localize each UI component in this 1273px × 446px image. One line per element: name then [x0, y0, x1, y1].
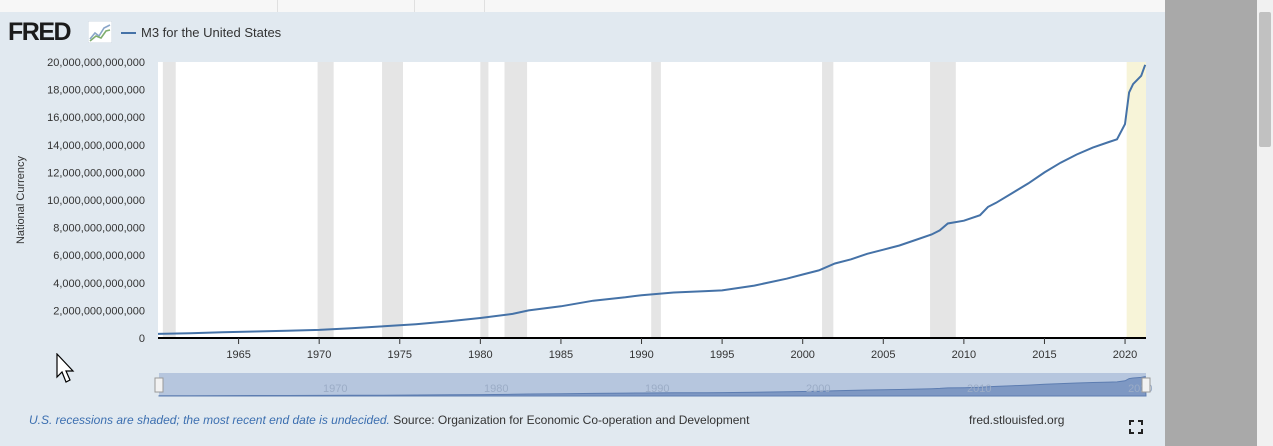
navigator-label: 2010 — [967, 383, 991, 395]
y-tick-label: 12,000,000,000,000 — [47, 167, 145, 179]
recession-band — [822, 62, 834, 338]
navigator-handle-left[interactable] — [154, 377, 164, 393]
navigator-handle-right[interactable] — [1141, 377, 1151, 393]
x-axis-ticks: 1965 1970 1975 1980 1985 1990 1995 2000 2005 2010… — [226, 338, 1137, 361]
source-text: Source: Organization for Economic Co-ope… — [393, 413, 750, 427]
navigator-label: 1990 — [645, 383, 669, 395]
fullscreen-icon[interactable] — [1129, 420, 1143, 434]
legend-series-swatch — [121, 32, 136, 34]
recession-band — [382, 62, 403, 338]
recession-note: U.S. recessions are shaded; the most rec… — [29, 413, 390, 427]
recession-band-undecided — [1126, 62, 1146, 338]
tab-divider — [484, 0, 485, 12]
recession-band — [480, 62, 489, 338]
x-tick-label: 2020 — [1113, 349, 1137, 361]
tab-divider — [414, 0, 415, 12]
x-tick-label: 2005 — [871, 349, 895, 361]
navigator-series-area — [158, 375, 1147, 397]
y-tick-label: 4,000,000,000,000 — [53, 278, 145, 290]
x-tick-label: 1980 — [468, 349, 492, 361]
y-tick-label: 18,000,000,000,000 — [47, 85, 145, 97]
fred-logo-chart-icon — [88, 21, 112, 43]
x-tick-label: 1965 — [226, 349, 250, 361]
y-tick-label: 20,000,000,000,000 — [47, 57, 145, 69]
recession-band — [504, 62, 528, 338]
page-gutter — [1165, 0, 1257, 446]
top-strip — [0, 0, 1165, 12]
scrollbar-thumb[interactable] — [1259, 12, 1271, 147]
x-tick-label: 1990 — [629, 349, 653, 361]
navigator-label: 1970 — [323, 383, 347, 395]
x-tick-label: 2000 — [790, 349, 814, 361]
y-tick-label: 16,000,000,000,000 — [47, 112, 145, 124]
x-tick-label: 2015 — [1032, 349, 1056, 361]
y-tick-label: 0 — [139, 333, 145, 345]
recession-band — [930, 62, 956, 338]
mouse-cursor-icon — [56, 353, 75, 383]
fred-logo: FRED — [8, 18, 72, 46]
x-tick-label: 1985 — [549, 349, 573, 361]
recession-band — [162, 62, 176, 338]
navigator-label: 2000 — [806, 383, 830, 395]
navigator-label: 1980 — [484, 383, 508, 395]
series-line-m3 — [157, 64, 1147, 335]
y-tick-label: 10,000,000,000,000 — [47, 195, 145, 207]
tab-divider — [277, 0, 278, 12]
footer-site-link[interactable]: fred.stlouisfed.org — [969, 413, 1065, 427]
legend-series-label[interactable]: M3 for the United States — [141, 25, 282, 40]
chart: 0 2,000,000,000,000 4,000,000,000,000 6,000… — [47, 57, 1153, 397]
range-navigator[interactable]: 1970 1980 1990 2000 2010 2020 — [154, 373, 1153, 397]
recession-band — [317, 62, 334, 338]
y-tick-label: 14,000,000,000,000 — [47, 140, 145, 152]
x-tick-label: 1970 — [307, 349, 331, 361]
recession-shading-group — [158, 62, 1146, 338]
y-tick-label: 8,000,000,000,000 — [53, 223, 145, 235]
footer-note: U.S. recessions are shaded; the most rec… — [29, 413, 749, 427]
x-tick-label: 1995 — [710, 349, 734, 361]
y-axis-ticks: 0 2,000,000,000,000 4,000,000,000,000 6,000… — [47, 57, 145, 345]
x-tick-label: 2010 — [952, 349, 976, 361]
recession-band — [651, 62, 661, 338]
x-tick-label: 1975 — [388, 349, 412, 361]
y-tick-label: 6,000,000,000,000 — [53, 250, 145, 262]
y-tick-label: 2,000,000,000,000 — [53, 305, 145, 317]
